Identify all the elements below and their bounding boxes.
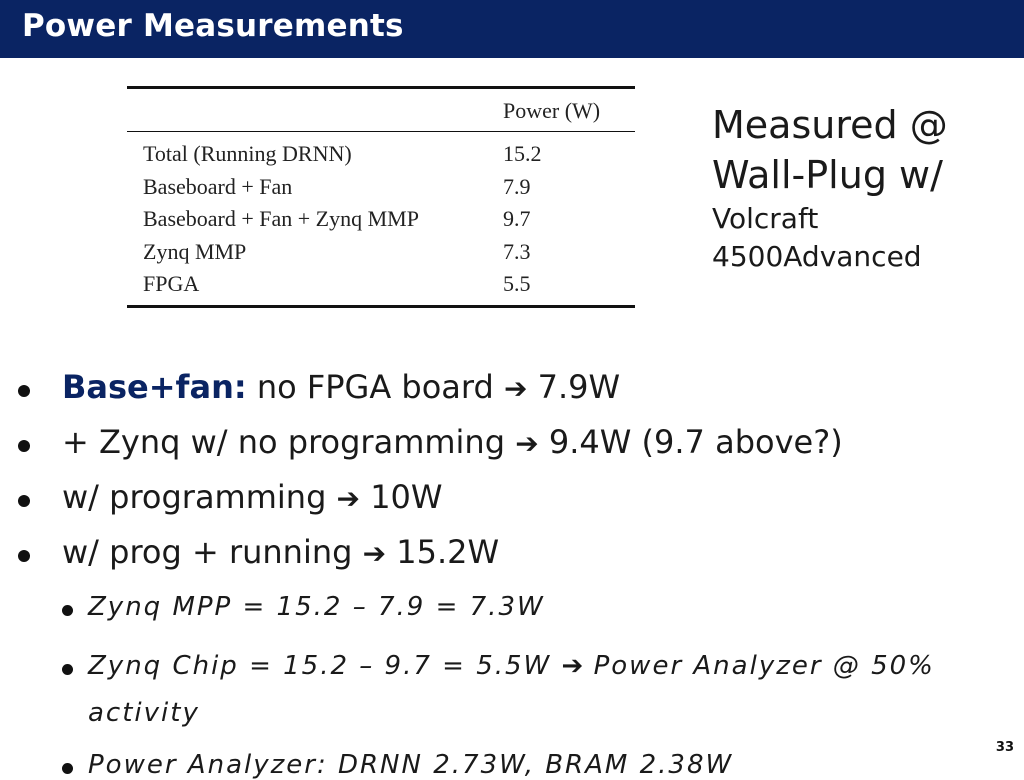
sub-bullet-continuation: activity	[88, 698, 200, 728]
bullet-bold: Base+fan:	[62, 368, 247, 406]
bullet-dot-icon	[18, 440, 30, 452]
sub-bullet-result: Power Analyzer @ 50%	[583, 651, 935, 681]
row-label: Total (Running DRNN)	[143, 141, 352, 166]
note-line: Measured @	[712, 103, 948, 147]
table-header-power: Power (W)	[503, 86, 635, 132]
bullet-text: no FPGA board	[246, 368, 504, 406]
power-table: Power (W) Total (Running DRNN) 15.2 Base…	[127, 86, 635, 308]
bullet-dot-icon	[62, 605, 73, 616]
sub-bullet-text: Zynq MPP = 15.2 – 7.9 = 7.3W	[88, 592, 545, 622]
sub-bullet-text: Zynq Chip = 15.2 – 9.7 = 5.5W	[88, 651, 562, 681]
row-value: 9.7	[503, 206, 531, 231]
row-value: 15.2	[503, 141, 542, 166]
row-label: Baseboard + Fan + Zynq MMP	[143, 206, 419, 231]
page-number: 33	[995, 740, 1014, 755]
table-header-label	[127, 86, 503, 132]
bullet-text: w/ prog + running	[62, 533, 363, 571]
title-bar: Power Measurements	[0, 0, 1024, 58]
arrow-right-icon: ➔	[561, 651, 584, 681]
bullet-text: + Zynq w/ no programming	[62, 423, 516, 461]
measurement-note: Measured @ Wall-Plug w/ Volcraft 4500Adv…	[712, 100, 948, 276]
bullet-result: 15.2W	[386, 533, 500, 571]
row-label: FPGA	[127, 268, 503, 308]
arrow-right-icon: ➔	[362, 537, 387, 570]
row-value: 5.5	[503, 268, 635, 308]
bullet-result: 10W	[360, 478, 443, 516]
table-row: Baseboard + Fan + Zynq MMP 9.7	[127, 203, 635, 236]
sub-bullet-item: Zynq MPP = 15.2 – 7.9 = 7.3W	[62, 592, 545, 622]
note-line: 4500Advanced	[712, 240, 922, 273]
table-row: FPGA 5.5	[127, 268, 635, 308]
bullet-result: 9.4W (9.7 above?)	[538, 423, 843, 461]
row-value: 7.3	[503, 238, 531, 264]
note-line: Wall-Plug w/	[712, 153, 943, 197]
bullet-item: + Zynq w/ no programming ➔ 9.4W (9.7 abo…	[18, 423, 843, 461]
sub-bullet-item: Power Analyzer: DRNN 2.73W, BRAM 2.38W	[62, 750, 734, 780]
arrow-right-icon: ➔	[336, 482, 361, 515]
row-label: Zynq MMP	[143, 238, 247, 264]
bullet-dot-icon	[62, 664, 73, 675]
sub-bullet-item: Zynq Chip = 15.2 – 9.7 = 5.5W ➔ Power An…	[62, 651, 935, 681]
bullet-item: w/ programming ➔ 10W	[18, 478, 443, 516]
sub-bullet-text: Power Analyzer: DRNN 2.73W, BRAM 2.38W	[88, 750, 734, 780]
bullet-result: 7.9W	[527, 368, 621, 406]
bullet-dot-icon	[18, 550, 30, 562]
bullet-item: Base+fan: no FPGA board ➔ 7.9W	[18, 368, 621, 406]
arrow-right-icon: ➔	[515, 427, 539, 460]
slide-title: Power Measurements	[22, 8, 404, 44]
arrow-right-icon: ➔	[503, 372, 528, 405]
table-row: Baseboard + Fan 7.9	[127, 171, 635, 204]
bullet-item: w/ prog + running ➔ 15.2W	[18, 533, 500, 571]
table-row: Total (Running DRNN) 15.2	[127, 132, 635, 171]
bullet-dot-icon	[18, 385, 30, 397]
table-header-row: Power (W)	[127, 86, 635, 132]
bullet-text: w/ programming	[62, 478, 337, 516]
table-row: Zynq MMP 7.3	[127, 236, 635, 269]
note-line: Volcraft	[712, 202, 819, 235]
row-label: Baseboard + Fan	[143, 173, 293, 199]
bullet-dot-icon	[62, 763, 73, 774]
power-table-container: Power (W) Total (Running DRNN) 15.2 Base…	[127, 86, 635, 308]
row-value: 7.9	[503, 173, 531, 199]
bullet-dot-icon	[18, 495, 30, 507]
